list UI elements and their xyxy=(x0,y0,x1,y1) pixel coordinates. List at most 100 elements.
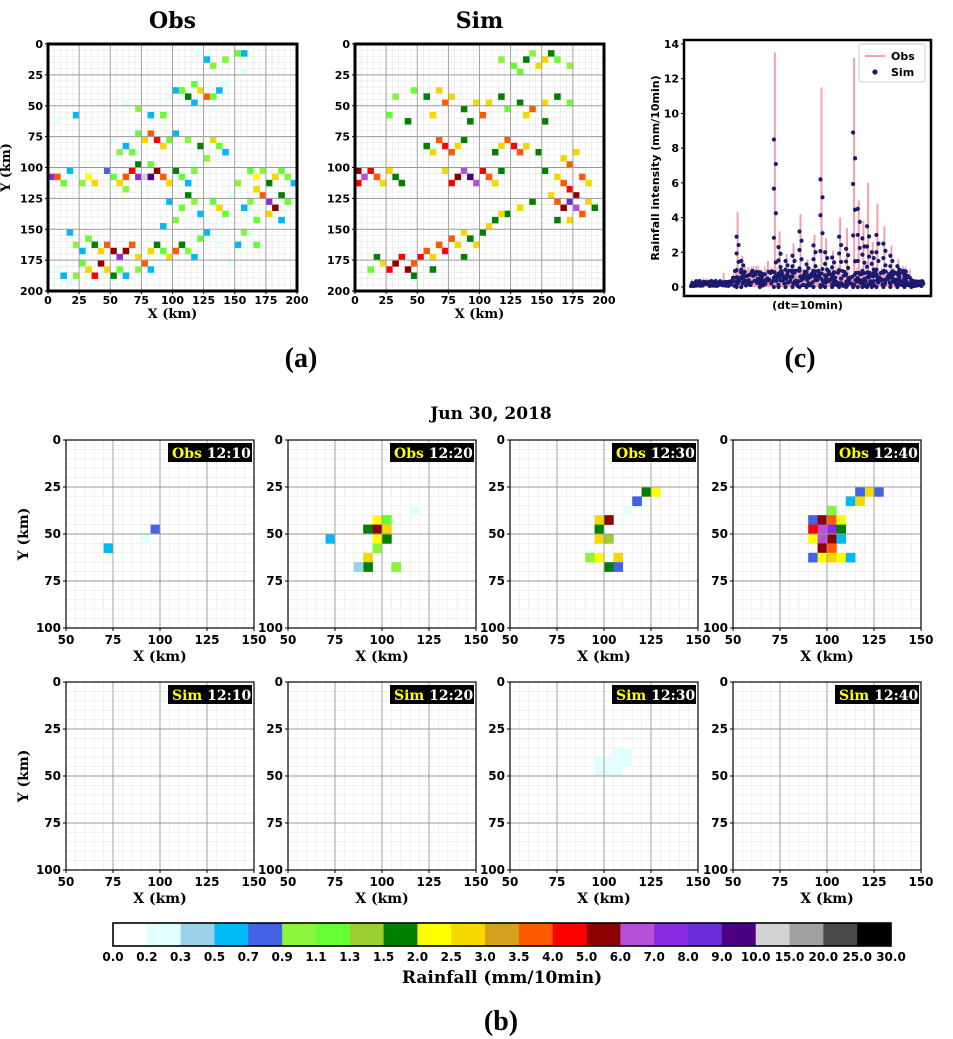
rain-cell xyxy=(160,223,167,230)
rain-cell xyxy=(622,747,633,758)
y-tick-label: 200 xyxy=(327,285,350,298)
y-tick-label: 100 xyxy=(327,162,350,175)
sim-point xyxy=(730,279,735,284)
rain-cell xyxy=(104,241,111,249)
y-tick-label: 75 xyxy=(44,816,61,830)
rain-cell xyxy=(128,167,136,174)
rain-cell xyxy=(191,161,198,168)
rain-cell xyxy=(253,173,260,181)
rain-cell xyxy=(448,235,455,242)
rain-cell xyxy=(554,173,561,181)
rain-cell xyxy=(817,524,828,535)
sim-point xyxy=(771,278,776,283)
x-tick-label: 100 xyxy=(814,875,839,889)
rain-cell xyxy=(166,136,173,144)
rain-cell xyxy=(386,167,393,174)
y-axis-label: Y (km) xyxy=(16,508,32,562)
sim-point xyxy=(783,258,788,264)
sim-point xyxy=(888,253,893,258)
colorbar-tick-label: 20.0 xyxy=(809,950,839,964)
sim-point xyxy=(837,251,842,256)
x-tick-label: 75 xyxy=(549,875,566,889)
sim-point xyxy=(739,284,744,290)
sim-point xyxy=(739,267,744,272)
rain-cell xyxy=(122,247,130,255)
rain-cell xyxy=(411,87,418,94)
sim-point xyxy=(895,284,900,290)
colorbar-tick-label: 6.0 xyxy=(610,950,631,964)
colorbar: 0.0 0.2 0.3 0.5 0.7 0.9 1.1 1.3 1.5 2.0 2.5 3.0 3.5 4… xyxy=(102,922,906,988)
rain-cell xyxy=(247,229,254,236)
colorbar-swatch xyxy=(485,923,520,946)
x-tick-label: 150 xyxy=(685,633,710,647)
sim-point xyxy=(830,265,835,270)
rain-cell xyxy=(373,173,381,181)
x-tick-label: 100 xyxy=(591,633,616,647)
colorbar-frame xyxy=(112,922,892,947)
x-tick-label: 50 xyxy=(502,633,519,647)
colorbar-tick-label: 2.0 xyxy=(407,950,428,964)
rain-cell xyxy=(135,105,142,113)
sim-point xyxy=(734,284,739,290)
rain-cell xyxy=(160,173,167,181)
rain-cell xyxy=(516,68,524,76)
sim-point xyxy=(869,261,874,266)
sim-point xyxy=(811,271,816,276)
rain-cell xyxy=(153,167,161,174)
colorbar-swatch xyxy=(349,923,385,946)
sim-point xyxy=(816,268,821,273)
time-value: 12:30 xyxy=(651,688,695,704)
sim-point xyxy=(741,271,746,277)
rain-cell xyxy=(510,142,518,150)
y-tick-label: 50 xyxy=(488,527,505,541)
rain-cell xyxy=(355,167,362,174)
rain-cell xyxy=(184,247,192,255)
colorbar-swatch xyxy=(755,923,790,946)
sim-point xyxy=(813,264,818,269)
rain-cell xyxy=(467,173,474,181)
rain-cell xyxy=(166,179,173,187)
y-tick-label: 100 xyxy=(258,621,283,635)
rain-cell xyxy=(272,173,279,181)
rain-cell xyxy=(391,562,402,572)
rain-cell xyxy=(197,50,204,57)
sim-point xyxy=(797,284,802,290)
rain-cell xyxy=(498,93,505,100)
x-tick-label: 125 xyxy=(861,875,886,889)
colorbar-swatch xyxy=(146,923,182,946)
rain-cell xyxy=(178,173,186,181)
rain-cell xyxy=(613,766,624,777)
colorbar-swatch xyxy=(383,923,418,946)
rain-cell xyxy=(845,552,856,563)
rain-cell xyxy=(265,198,273,205)
rain-cell xyxy=(604,766,614,777)
sim-point xyxy=(853,156,858,161)
x-tick-label: 75 xyxy=(441,294,456,307)
rain-cell xyxy=(184,93,192,100)
plot-frame xyxy=(682,38,933,298)
x-axis-label: X (km) xyxy=(133,891,187,907)
rain-cell xyxy=(191,99,198,107)
rain-cell xyxy=(234,179,242,187)
rain-cell xyxy=(216,142,223,150)
rain-cell xyxy=(353,562,364,572)
sim-point xyxy=(890,279,895,284)
x-tick-label: 125 xyxy=(638,875,663,889)
rain-cell xyxy=(442,247,449,255)
y-tick-label: 50 xyxy=(488,769,505,783)
y-tick-label: 50 xyxy=(266,769,283,783)
rain-cell xyxy=(613,747,624,758)
x-tick-label: 25 xyxy=(71,294,86,307)
y-tick-label: 25 xyxy=(266,480,283,494)
rain-cell xyxy=(541,118,549,125)
y-tick-label: 0 xyxy=(720,675,728,689)
rain-cell xyxy=(141,534,151,544)
rain-cell xyxy=(604,757,614,767)
rain-cell xyxy=(253,216,260,224)
rain-cell xyxy=(153,241,161,249)
sim-point xyxy=(818,249,823,254)
rain-cell xyxy=(604,515,614,525)
sim-point xyxy=(762,272,767,277)
x-tick-label: 75 xyxy=(105,633,122,647)
